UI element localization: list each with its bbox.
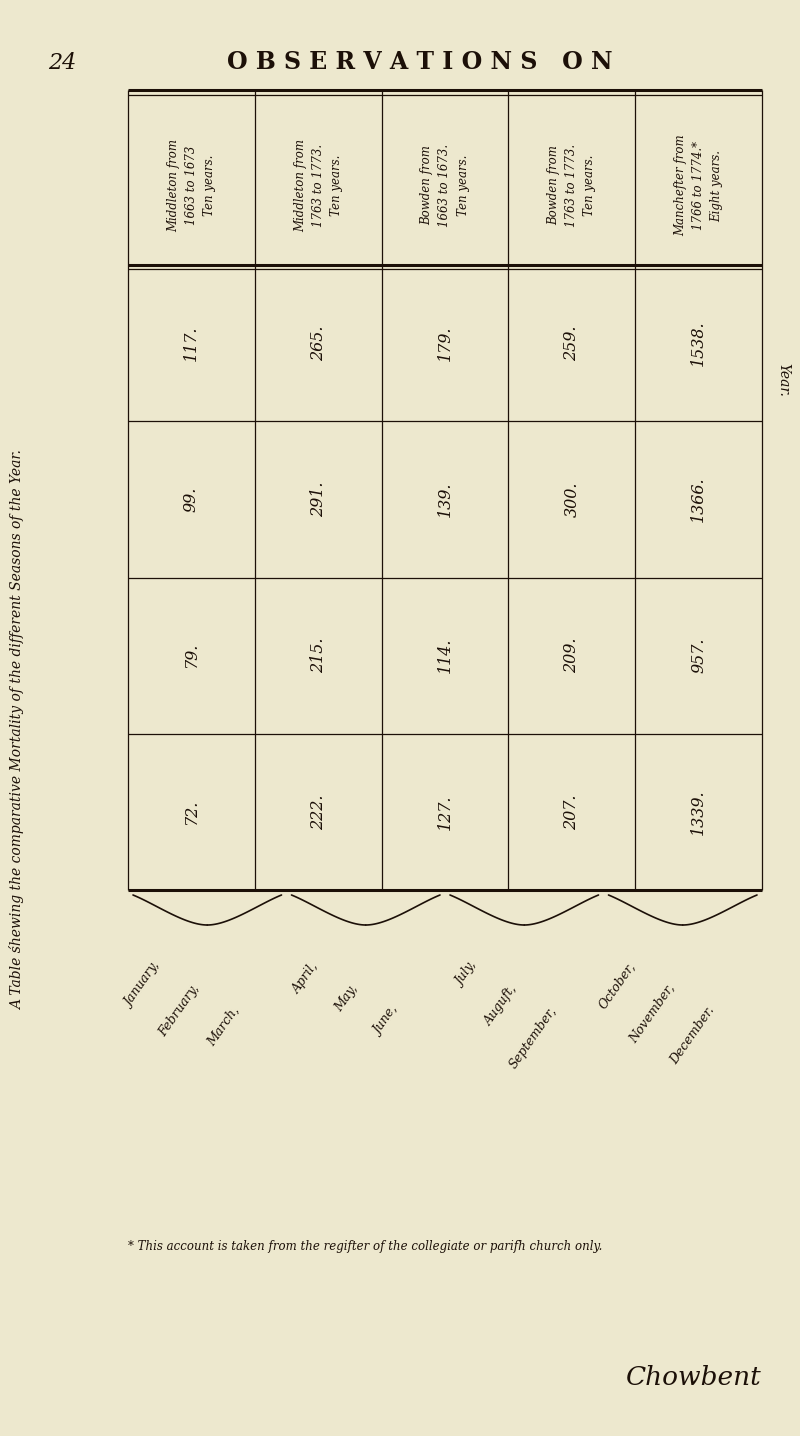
Text: 139.: 139. [437,481,454,517]
Text: July,: July, [454,961,480,989]
Text: March,: March, [206,1004,242,1048]
Text: 79.: 79. [183,643,200,668]
Text: December.: December. [668,1004,718,1067]
Text: Manchefter from
1766 to 1774.*
Eight years.: Manchefter from 1766 to 1774.* Eight yea… [674,135,723,237]
Text: O B S E R V A T I O N S   O N: O B S E R V A T I O N S O N [227,50,613,75]
Text: June,: June, [371,1004,400,1038]
Text: January,: January, [122,961,162,1010]
Text: 127.: 127. [437,794,454,830]
Text: Bowden from
1763 to 1773.
Ten years.: Bowden from 1763 to 1773. Ten years. [547,144,596,227]
Text: * This account is taken from the regifter of the collegiate or parifh church onl: * This account is taken from the regifte… [128,1241,602,1254]
Text: A Table śhewing the comparative Mortality of the different Seasons of the Year.: A Table śhewing the comparative Mortalit… [10,449,26,1010]
Text: Auguft,: Auguft, [482,982,519,1028]
Text: 1538.: 1538. [690,320,707,366]
Text: 179.: 179. [437,326,454,360]
Text: February,: February, [157,982,202,1038]
Text: 222.: 222. [310,794,326,830]
Text: 117.: 117. [183,326,200,360]
Text: 291.: 291. [310,481,326,517]
Text: 215.: 215. [310,638,326,673]
Text: 209.: 209. [563,638,580,673]
Text: Middleton from
1663 to 1673
Ten years.: Middleton from 1663 to 1673 Ten years. [167,139,216,233]
Text: November,: November, [627,982,678,1045]
Text: May,: May, [333,982,361,1014]
Text: October,: October, [597,961,638,1011]
Text: 207.: 207. [563,794,580,830]
Text: 1366.: 1366. [690,477,707,523]
Text: 300.: 300. [563,481,580,517]
Text: 265.: 265. [310,326,326,360]
Text: Middleton from
1763 to 1773.
Ten years.: Middleton from 1763 to 1773. Ten years. [294,139,342,233]
Text: Bowden from
1663 to 1673.
Ten years.: Bowden from 1663 to 1673. Ten years. [421,144,470,227]
Text: 24: 24 [48,52,76,75]
Text: 99.: 99. [183,487,200,513]
Text: 72.: 72. [183,800,200,824]
Text: 114.: 114. [437,638,454,673]
Text: September,: September, [506,1004,559,1071]
Text: 957.: 957. [690,638,707,673]
Text: Chowbent: Chowbent [626,1366,762,1390]
Text: Year.: Year. [776,363,790,396]
Text: 259.: 259. [563,326,580,360]
Text: April,: April, [290,961,321,997]
Text: 1339.: 1339. [690,788,707,834]
